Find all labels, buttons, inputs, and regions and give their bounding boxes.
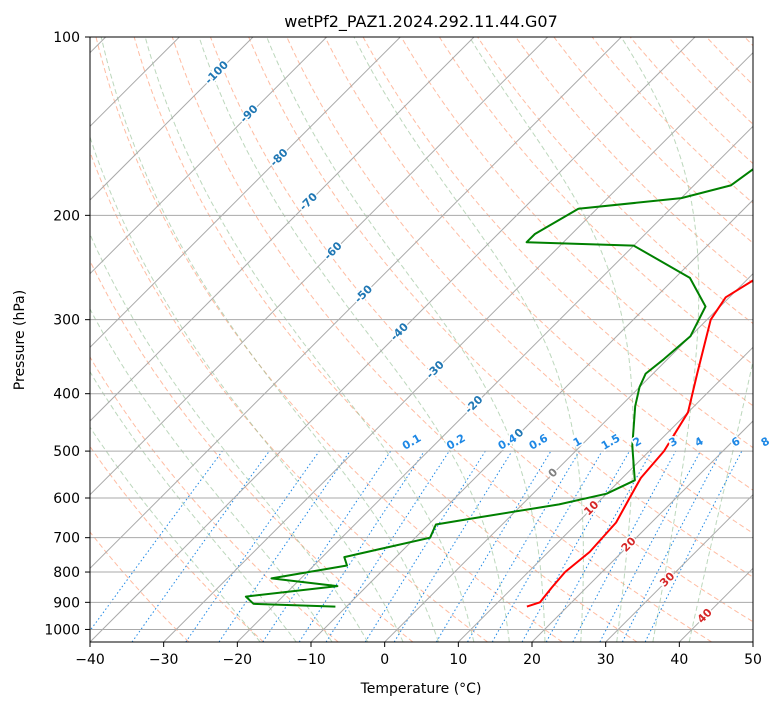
mixing-ratio-label: 8 [759,435,772,450]
x-tick-label: −10 [296,652,326,668]
dry-adiabat-line [400,37,753,407]
dry-adiabat-line [438,37,753,366]
x-tick-label: 20 [523,652,541,668]
moist-adiabat-line [90,135,404,642]
isotherm-line [90,37,549,496]
moist-adiabat-line [90,232,369,642]
x-tick-label: 40 [670,652,688,668]
y-tick-label: 700 [53,531,80,547]
y-tick-label: 800 [53,565,80,581]
x-tick-label: −30 [149,652,179,668]
isotherm-line [605,493,753,642]
temperature-profile [526,279,753,608]
dry-adiabat-line [248,37,753,578]
mixing-ratio-line [644,450,743,642]
x-tick-label: −40 [75,652,105,668]
moist-adiabat-line [144,37,475,642]
isotherm-line [236,125,753,642]
y-tick-label: 600 [53,491,80,507]
plot-frame [89,36,754,643]
mixing-ratio-line [298,450,425,642]
dry-adiabat-line [95,37,563,642]
dry-adiabat-line [477,37,753,325]
moist-adiabat-line [100,37,439,642]
x-axis-label: Temperature (°C) [360,681,482,697]
dry-adiabat-line [90,531,190,642]
y-tick-label: 500 [53,444,80,460]
mixing-ratio-line [393,450,513,642]
isotherm-line [90,37,622,570]
isotherm-line [90,37,328,275]
dry-adiabat-line [90,259,414,642]
isotherm-line [752,641,753,642]
isotherm-line [163,51,753,642]
isotherm-line [90,37,401,349]
dry-adiabat-line [133,37,638,642]
mixing-ratio-line [572,450,677,642]
dry-adiabat-line [90,150,488,642]
mixing-ratio-line [90,450,223,632]
moist-adiabat-line [620,37,700,642]
y-tick-label: 300 [53,313,80,329]
isotherm-line [90,37,696,642]
dry-adiabat-line [553,37,753,244]
mixing-ratio-line [325,450,450,642]
x-axis: −40 −30 −20 −10 0 10 20 30 40 50 [75,642,762,668]
y-tick-label: 900 [53,595,80,611]
mixing-ratio-line [185,450,320,642]
dry-adiabat-line [286,37,753,534]
dry-adiabat-line [171,37,712,642]
moist-adiabat-line [198,37,510,642]
mixing-ratio-line [218,450,351,642]
x-tick-label: 10 [449,652,467,668]
x-tick-label: −20 [223,652,253,668]
mixing-ratio-line [131,450,270,642]
chart-title: wetPf2_PAZ1.2024.292.11.44.G07 [284,12,558,32]
x-tick-label: 30 [597,652,615,668]
y-tick-label: 200 [53,208,80,224]
moist-adiabat-line [90,308,333,642]
x-tick-label: 50 [744,652,762,668]
sounding-series [244,167,753,608]
y-tick-label: 400 [53,387,80,403]
y-tick-label: 1000 [44,622,80,638]
moist-adiabat-line [688,358,753,642]
x-tick-label: 0 [380,652,389,668]
mixing-ratio-line [545,450,653,642]
isotherm-line [90,37,254,201]
background-grid [90,37,753,642]
y-axis-label: Pressure (hPa) [12,290,28,390]
isotherm-line [90,37,475,422]
isotherm-line [531,420,753,642]
y-tick-label: 100 [53,30,80,46]
isotherm-line [457,346,753,642]
dewpoint-profile [244,167,753,608]
mixing-ratio-line [262,450,392,642]
moist-adiabat-line [90,426,261,642]
dry-adiabat-line [591,37,753,204]
plot-background [90,37,753,642]
dry-adiabat-line [210,37,753,623]
y-axis: 100 200 300 400 500 600 700 800 900 1000 [44,30,90,638]
dry-adiabat-line [90,356,339,642]
moist-adiabat-line [353,37,584,642]
dry-adiabat-line [324,37,753,491]
